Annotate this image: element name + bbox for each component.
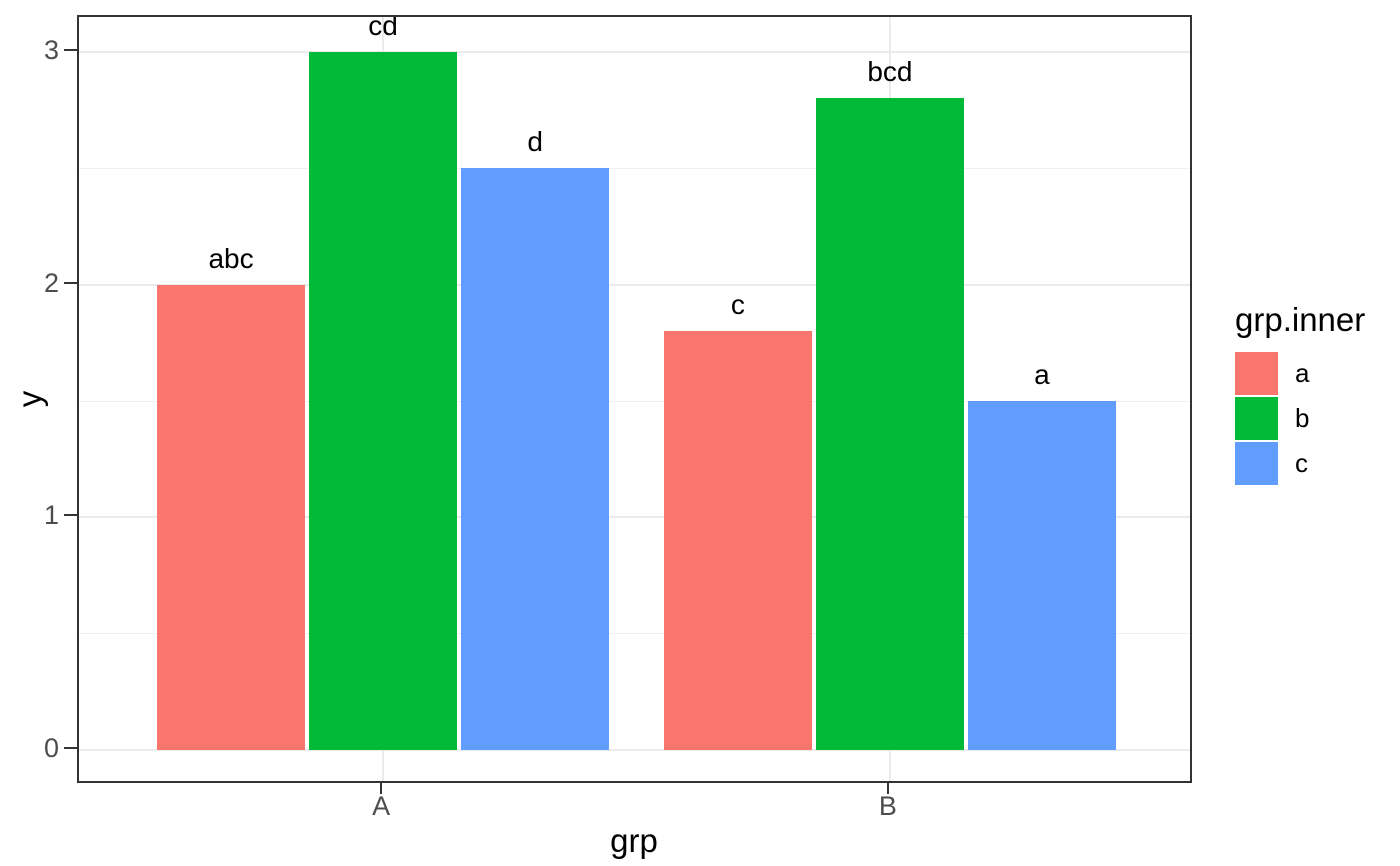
- bar-label-B-c: a: [1034, 359, 1050, 390]
- x-axis-title: grp: [610, 822, 658, 859]
- gridline-minor-y-0.5: [79, 633, 1190, 635]
- x-tick-mark-A: [380, 783, 383, 794]
- x-tick-label-A: A: [372, 791, 391, 821]
- legend-swatch-c: [1235, 442, 1278, 485]
- legend-label-b: b: [1295, 403, 1310, 433]
- legend-title: grp.inner: [1235, 301, 1366, 338]
- y-tick-label-1: 1: [43, 500, 59, 531]
- y-axis-title: y: [11, 390, 48, 408]
- bar-label-A-b: cd: [368, 15, 398, 41]
- bar-label-A-c: d: [527, 126, 543, 158]
- y-tick-label-3: 3: [43, 34, 59, 65]
- legend-item-c: c: [1235, 442, 1365, 485]
- bar-B-c: [967, 401, 1116, 751]
- y-tick-mark-3: [64, 48, 77, 51]
- gridline-major-y-3: [79, 50, 1190, 53]
- bar-A-a: [157, 284, 306, 751]
- bar-A-c: [461, 168, 610, 751]
- x-tick-label-B: B: [878, 791, 897, 821]
- bar-A-b: [309, 51, 458, 751]
- gridline-minor-y-2.5: [79, 167, 1190, 169]
- legend-swatch-a: [1235, 352, 1278, 395]
- y-tick-mark-0: [64, 747, 77, 750]
- gridline-major-y-2: [79, 283, 1190, 286]
- legend-label-a: a: [1295, 358, 1310, 388]
- gridline-major-y-0: [79, 749, 1190, 752]
- y-tick-label-2: 2: [43, 267, 59, 298]
- y-tick-mark-2: [64, 281, 77, 284]
- bar-label-A-a: abc: [208, 242, 254, 274]
- gridline-major-y-1: [79, 516, 1190, 519]
- bar-label-B-b: bcd: [867, 56, 913, 88]
- legend-swatch-b: [1235, 397, 1278, 440]
- plot-panel: abc c cd bcd d a: [77, 15, 1192, 783]
- gridline-minor-y-1.5: [79, 400, 1190, 402]
- legend-item-a: a: [1235, 352, 1365, 395]
- x-tick-mark-B: [886, 783, 889, 794]
- bar-label-B-a: c: [730, 289, 745, 321]
- legend-label-c: c: [1295, 448, 1308, 478]
- legend-item-b: b: [1235, 397, 1365, 440]
- bar-B-a: [663, 331, 812, 751]
- y-tick-label-0: 0: [43, 733, 59, 764]
- y-tick-mark-1: [64, 514, 77, 517]
- bar-B-b: [815, 98, 964, 751]
